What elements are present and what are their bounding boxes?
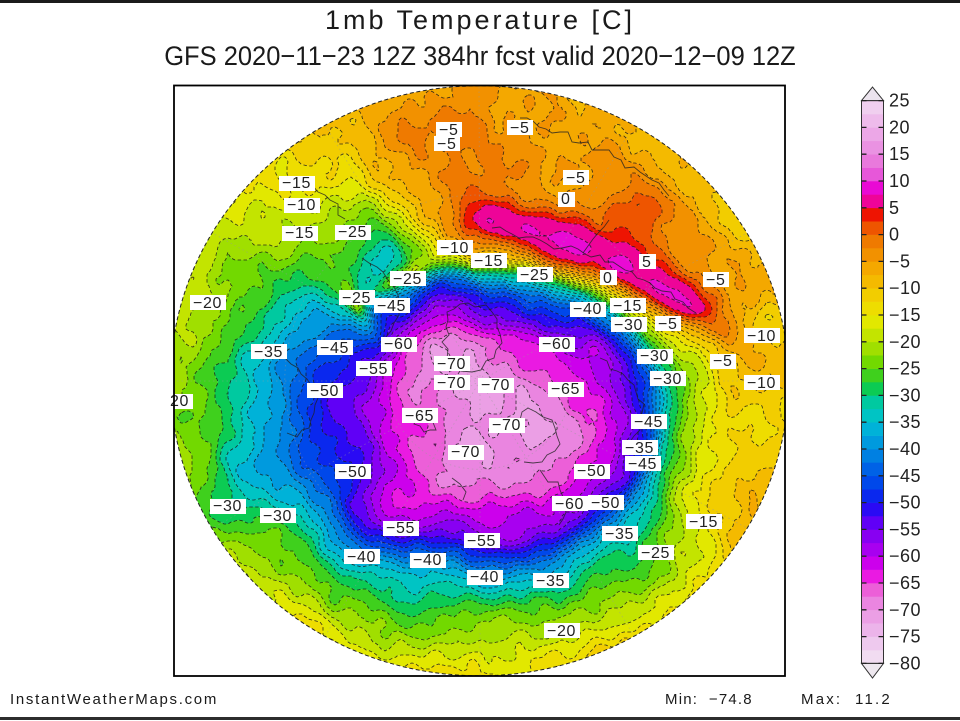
svg-text:−35: −35 — [254, 344, 283, 361]
svg-text:0: 0 — [561, 191, 571, 208]
svg-text:−30: −30 — [889, 385, 921, 405]
svg-text:−15: −15 — [613, 298, 642, 315]
svg-text:−10: −10 — [889, 278, 921, 298]
svg-text:−60: −60 — [555, 496, 584, 513]
svg-text:−5: −5 — [439, 122, 458, 139]
svg-text:−25: −25 — [342, 290, 371, 307]
svg-text:−60: −60 — [542, 336, 571, 353]
svg-text:15: 15 — [889, 144, 910, 164]
svg-text:−15: −15 — [889, 305, 921, 325]
svg-text:−80: −80 — [889, 653, 921, 673]
svg-text:−5: −5 — [566, 170, 585, 187]
svg-text:−55: −55 — [359, 361, 388, 378]
svg-text:−70: −70 — [492, 417, 521, 434]
svg-text:−30: −30 — [653, 371, 682, 388]
svg-text:−55: −55 — [386, 520, 415, 537]
svg-text:−20: −20 — [193, 295, 222, 312]
svg-text:−50: −50 — [338, 464, 367, 481]
svg-text:20: 20 — [889, 117, 910, 137]
svg-text:−15: −15 — [689, 514, 718, 531]
svg-text:−25: −25 — [338, 224, 367, 241]
svg-text:−45: −45 — [320, 340, 349, 357]
svg-text:−30: −30 — [614, 317, 643, 334]
svg-text:0: 0 — [889, 225, 900, 245]
svg-text:−55: −55 — [467, 533, 496, 550]
svg-text:−30: −30 — [213, 498, 242, 515]
svg-text:−15: −15 — [474, 253, 503, 270]
svg-text:−40: −40 — [413, 552, 442, 569]
svg-text:5: 5 — [642, 254, 652, 271]
svg-text:−70: −70 — [889, 600, 921, 620]
svg-text:−40: −40 — [470, 569, 499, 586]
svg-text:−75: −75 — [889, 627, 921, 647]
svg-text:−25: −25 — [889, 359, 921, 379]
svg-text:−70: −70 — [451, 444, 480, 461]
svg-text:−15: −15 — [282, 175, 311, 192]
svg-text:−10: −10 — [440, 240, 469, 257]
svg-text:−50: −50 — [889, 493, 921, 513]
svg-text:−20: −20 — [889, 332, 921, 352]
svg-text:−20: −20 — [547, 623, 576, 640]
svg-text:−10: −10 — [747, 328, 776, 345]
svg-text:−35: −35 — [605, 526, 634, 543]
svg-text:−70: −70 — [481, 377, 510, 394]
svg-text:−50: −50 — [310, 383, 339, 400]
svg-text:0: 0 — [603, 270, 613, 287]
svg-text:−65: −65 — [551, 381, 580, 398]
svg-text:−40: −40 — [347, 549, 376, 566]
svg-text:−5: −5 — [889, 251, 911, 271]
svg-text:−35: −35 — [536, 573, 565, 590]
svg-text:−65: −65 — [889, 573, 921, 593]
svg-text:−45: −45 — [634, 414, 663, 431]
svg-text:−5: −5 — [510, 120, 529, 137]
svg-text:−5: −5 — [706, 272, 725, 289]
svg-text:−45: −45 — [377, 298, 406, 315]
svg-text:−40: −40 — [889, 439, 921, 459]
svg-text:−10: −10 — [747, 375, 776, 392]
svg-text:10: 10 — [889, 171, 910, 191]
svg-text:−70: −70 — [437, 356, 466, 373]
svg-text:−30: −30 — [263, 508, 292, 525]
svg-text:−60: −60 — [384, 336, 413, 353]
svg-text:−50: −50 — [591, 495, 620, 512]
svg-text:20: 20 — [170, 393, 189, 410]
svg-text:−30: −30 — [640, 348, 669, 365]
svg-text:−70: −70 — [437, 375, 466, 392]
svg-text:−35: −35 — [889, 412, 921, 432]
svg-text:−40: −40 — [573, 301, 602, 318]
svg-text:−25: −25 — [520, 267, 549, 284]
svg-text:25: 25 — [889, 91, 910, 111]
svg-text:−55: −55 — [889, 519, 921, 539]
svg-text:−10: −10 — [287, 197, 316, 214]
svg-text:−15: −15 — [285, 225, 314, 242]
svg-text:−65: −65 — [405, 408, 434, 425]
svg-text:−50: −50 — [577, 463, 606, 480]
svg-text:−25: −25 — [641, 545, 670, 562]
svg-text:−5: −5 — [437, 136, 456, 153]
svg-text:−5: −5 — [713, 353, 732, 370]
svg-text:−35: −35 — [625, 440, 654, 457]
svg-text:−25: −25 — [393, 271, 422, 288]
svg-text:−45: −45 — [628, 456, 657, 473]
svg-text:−45: −45 — [889, 466, 921, 486]
svg-text:−60: −60 — [889, 546, 921, 566]
svg-text:−5: −5 — [658, 316, 677, 333]
svg-text:5: 5 — [889, 198, 900, 218]
